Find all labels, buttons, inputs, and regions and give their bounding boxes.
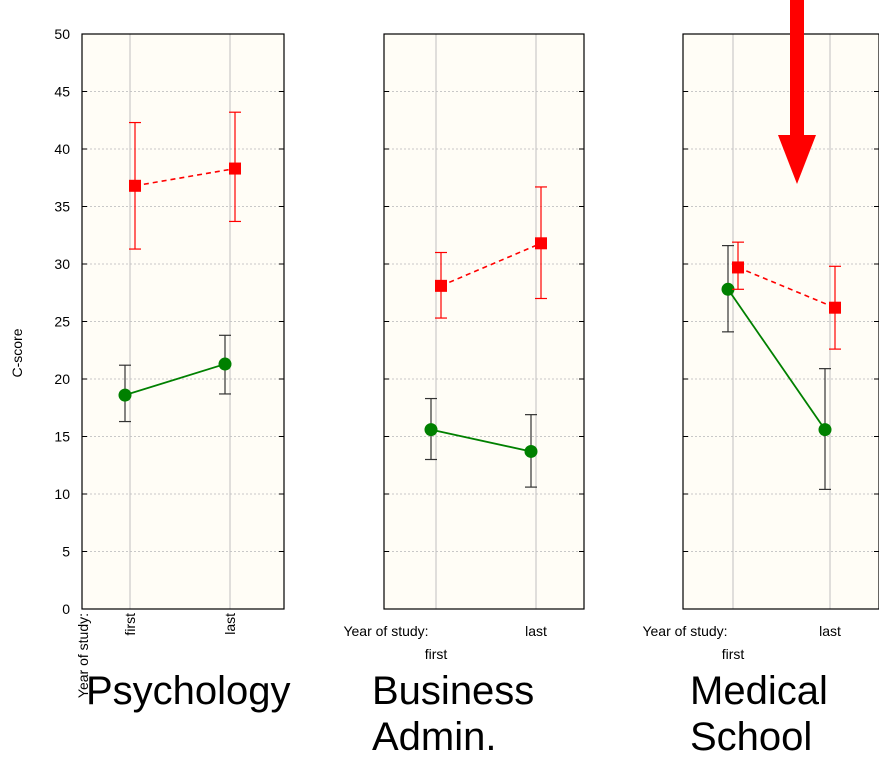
frame-psychology — [81, 33, 285, 610]
y-tick-label-45: 45 — [54, 84, 70, 100]
panel-label-business-line2: Admin. — [372, 715, 497, 759]
y-tick-label-10: 10 — [54, 486, 70, 502]
x-tick-label-psychology-last: last — [222, 613, 238, 635]
y-tick-label-40: 40 — [54, 141, 70, 157]
x-tick-label-medical-school-last: last — [819, 623, 841, 639]
point-red-psychology-first — [129, 179, 141, 192]
point-red-medical-school-first — [732, 261, 744, 274]
panel-label-medical-line2: School — [690, 715, 813, 759]
point-green-business-admin-last — [524, 444, 538, 458]
x-axis-title-medical-school: Year of study: — [642, 623, 727, 639]
x-tick-label-medical-school-first: first — [722, 646, 745, 662]
point-green-medical-school-first — [721, 282, 735, 296]
frame-medical-school — [682, 33, 879, 610]
series-line-red-psychology — [134, 167, 236, 187]
panel-label-business-line1: Business — [372, 669, 535, 713]
y-tick-label-20: 20 — [54, 371, 70, 387]
x-tick-label-business-admin-first: first — [425, 646, 448, 662]
x-axis-title-psychology: Year of study: — [75, 613, 91, 698]
y-tick-label-25: 25 — [54, 314, 70, 330]
point-red-business-admin-first — [435, 279, 447, 292]
y-axis-label: C-score — [9, 328, 25, 377]
y-tick-label-50: 50 — [54, 26, 70, 42]
point-red-medical-school-last — [829, 301, 841, 314]
y-tick-label-5: 5 — [62, 544, 70, 560]
y-tick-label-0: 0 — [62, 601, 70, 617]
frame-business-admin — [383, 33, 585, 610]
x-tick-label-psychology-first: first — [122, 613, 138, 636]
series-line-green-business-admin — [430, 428, 532, 453]
series-line-green-psychology — [124, 363, 226, 396]
annotation-arrow-shaft — [790, 0, 804, 140]
point-green-psychology-first — [118, 388, 132, 402]
point-green-medical-school-last — [818, 423, 832, 437]
panel-label-medical-line1: Medical — [690, 669, 828, 713]
point-green-psychology-last — [218, 357, 232, 371]
series-line-red-business-admin — [440, 242, 542, 287]
panel-label-psychology: Psychology — [86, 669, 291, 713]
point-red-psychology-last — [229, 162, 241, 175]
point-red-business-admin-last — [535, 237, 547, 250]
x-axis-title-business-admin: Year of study: — [343, 623, 428, 639]
y-tick-label-30: 30 — [54, 256, 70, 272]
x-tick-label-business-admin-last: last — [525, 623, 547, 639]
y-tick-label-15: 15 — [54, 429, 70, 445]
series-line-green-medical-school — [727, 288, 826, 431]
annotation-arrow-head — [778, 135, 816, 184]
point-green-business-admin-first — [424, 423, 438, 437]
y-tick-label-35: 35 — [54, 199, 70, 215]
